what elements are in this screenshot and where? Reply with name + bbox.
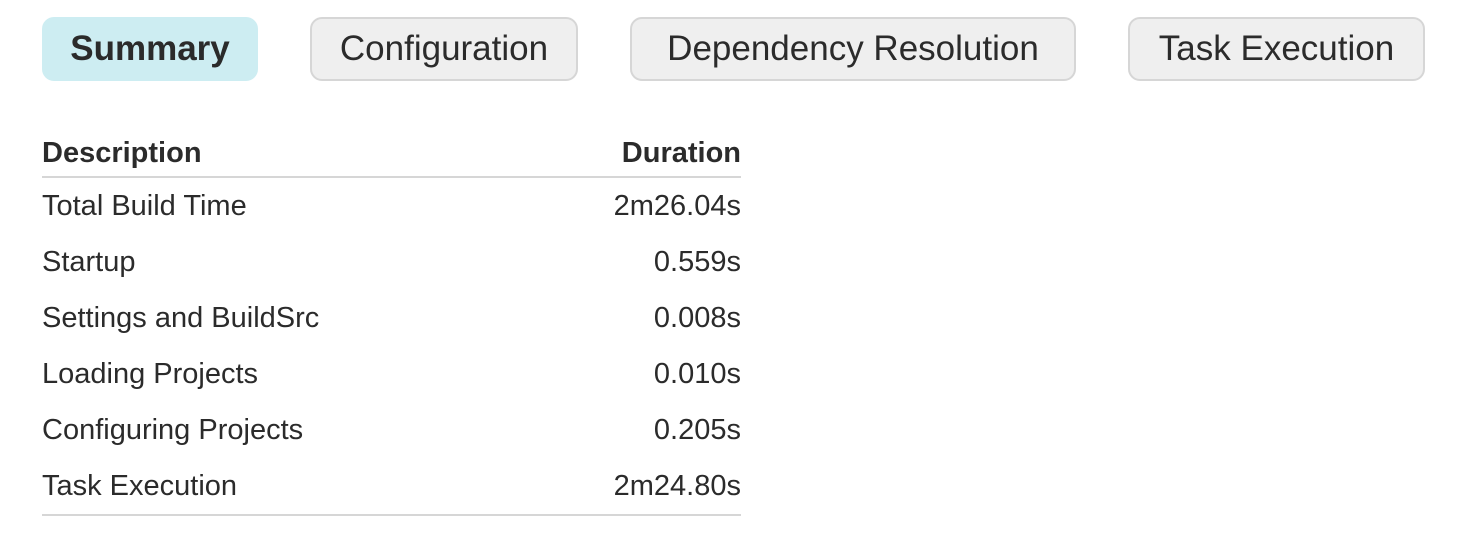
- tab-task-execution[interactable]: Task Execution: [1128, 17, 1425, 81]
- header-description: Description: [42, 133, 521, 178]
- summary-table: Description Duration Total Build Time 2m2…: [42, 133, 741, 516]
- cell-description: Startup: [42, 245, 136, 278]
- table-row: Startup 0.559s: [42, 234, 741, 290]
- cell-duration: 0.008s: [653, 301, 741, 334]
- table-row: Configuring Projects 0.205s: [42, 402, 741, 458]
- table-row: Settings and BuildSrc 0.008s: [42, 290, 741, 346]
- cell-duration: 0.205s: [653, 413, 741, 446]
- table-row: Loading Projects 0.010s: [42, 346, 741, 402]
- table-row: Total Build Time 2m26.04s: [42, 177, 741, 234]
- cell-duration: 0.559s: [653, 245, 741, 278]
- cell-description: Loading Projects: [42, 357, 259, 390]
- cell-description: Total Build Time: [42, 189, 247, 222]
- table-header: Description Duration: [42, 133, 741, 178]
- tab-dependency-resolution[interactable]: Dependency Resolution: [630, 17, 1076, 81]
- header-duration: Duration: [520, 133, 741, 178]
- cell-description: Configuring Projects: [42, 413, 304, 446]
- cell-duration: 2m24.80s: [520, 458, 741, 516]
- tab-summary[interactable]: Summary: [42, 17, 258, 81]
- cell-duration: 0.010s: [653, 357, 741, 390]
- tab-configuration[interactable]: Configuration: [310, 17, 578, 81]
- cell-duration: 2m26.04s: [613, 189, 741, 222]
- cell-description: Settings and BuildSrc: [42, 301, 320, 334]
- cell-description: Task Execution: [42, 458, 521, 516]
- table-row: Task Execution 2m24.80s: [42, 458, 741, 516]
